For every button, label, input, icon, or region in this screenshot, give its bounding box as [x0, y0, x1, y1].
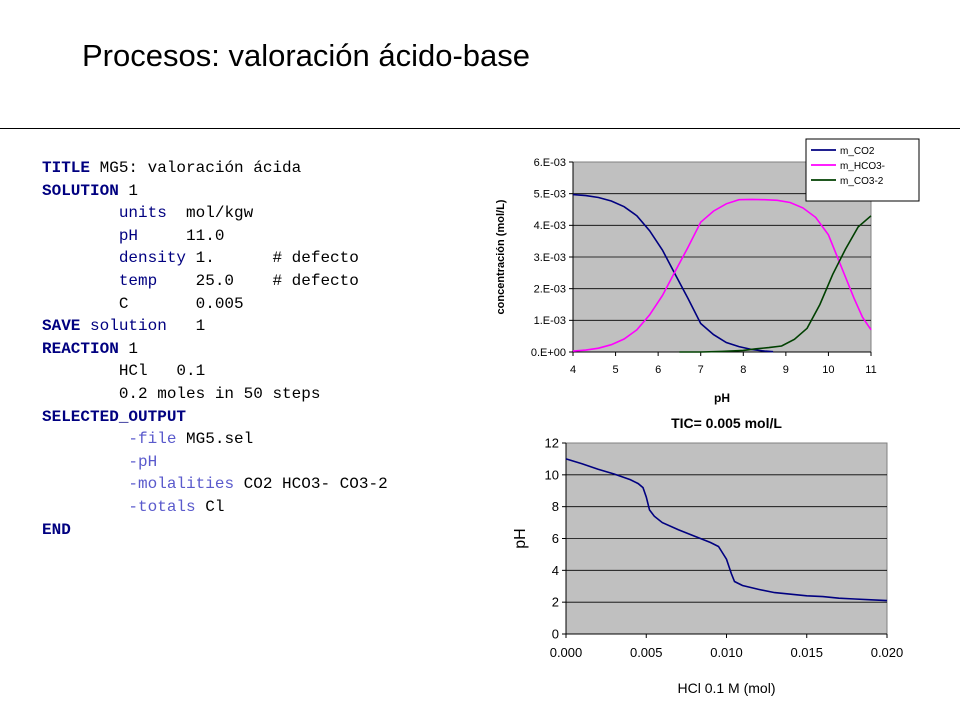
chart-title: TIC= 0.005 mol/L [671, 415, 782, 431]
y-tick-label: 4 [552, 563, 559, 578]
y-axis-label: concentración (mol/L) [495, 199, 507, 314]
code-line: C 0.005 [42, 293, 388, 316]
y-tick-label: 4.E-03 [534, 220, 566, 232]
code-line: pH 11.0 [42, 225, 388, 248]
y-tick-label: 6 [552, 531, 559, 546]
series-line-m_HCO3- [572, 198, 872, 352]
code-line: SOLUTION 1 [42, 180, 388, 203]
x-tick-label: 0.020 [871, 645, 904, 660]
code-line: TITLE MG5: valoración ácida [42, 157, 388, 180]
y-tick-label: 2 [552, 595, 559, 610]
code-line: SELECTED_OUTPUT [42, 406, 388, 429]
x-tick-label: 0.010 [710, 645, 743, 660]
y-axis-label: pH [512, 528, 529, 548]
x-axis-label: HCl 0.1 M (mol) [677, 680, 775, 696]
code-identifier: temp [118, 271, 158, 290]
phreeqc-input-code: TITLE MG5: valoración ácida SOLUTION 1 un… [42, 157, 388, 541]
code-identifier: density [118, 249, 187, 268]
code-line: 0.2 moles in 50 steps [42, 383, 388, 406]
x-tick-label: 0.005 [630, 645, 663, 660]
code-line: REACTION 1 [42, 338, 388, 361]
code-identifier: -pH [128, 452, 158, 471]
code-line: END [42, 519, 388, 542]
y-tick-label: 1.E-03 [534, 315, 566, 327]
code-identifier: pH [118, 226, 139, 245]
x-tick-label: 8 [740, 364, 746, 376]
x-axis-label: pH [714, 391, 730, 405]
y-tick-label: 8 [552, 499, 559, 514]
code-line: units mol/kgw [42, 202, 388, 225]
code-value: 11.0 [138, 226, 225, 245]
code-line: HCl 0.1 [42, 360, 388, 383]
code-keyword: END [42, 520, 71, 539]
y-tick-label: 0.E+00 [531, 347, 566, 359]
code-line: -molalities CO2 HCO3- CO3-2 [42, 473, 388, 496]
y-tick-label: 6.E-03 [534, 157, 566, 169]
code-value: 25.0 # defecto [157, 271, 359, 290]
x-tick-label: 11 [865, 364, 876, 376]
series-line-ph [565, 458, 888, 602]
code-line: density 1. # defecto [42, 247, 388, 270]
code-value: Cl [195, 497, 225, 516]
x-tick-label: 6 [655, 364, 661, 376]
x-tick-label: 0.000 [550, 645, 583, 660]
code-value: 1 [118, 339, 139, 358]
code-keyword: REACTION [42, 339, 119, 358]
x-tick-label: 10 [822, 364, 834, 376]
code-identifier: solution [80, 317, 167, 336]
code-line: -totals Cl [42, 496, 388, 519]
x-tick-label: 5 [613, 364, 619, 376]
y-tick-label: 5.E-03 [534, 189, 566, 201]
code-line: -file MG5.sel [42, 428, 388, 451]
y-tick-label: 12 [545, 436, 559, 451]
code-keyword: SOLUTION [42, 181, 119, 200]
y-tick-label: 10 [545, 467, 559, 482]
x-tick-label: 0.015 [790, 645, 823, 660]
y-tick-label: 3.E-03 [534, 252, 566, 264]
title-divider [0, 128, 960, 129]
code-value: CO2 HCO3- CO3-2 [234, 475, 388, 494]
series-line-m_CO2 [572, 193, 774, 353]
code-value: 1. # defecto [186, 249, 359, 268]
code-value: C 0.005 [118, 294, 244, 313]
code-value: MG5: valoración ácida [90, 159, 302, 177]
code-value: HCl 0.1 [118, 362, 206, 381]
y-tick-label: 2.E-03 [534, 284, 566, 296]
legend-label: m_CO2 [840, 146, 875, 157]
code-identifier: units [118, 204, 167, 223]
code-line: SAVE solution 1 [42, 315, 388, 338]
code-value: mol/kgw [166, 204, 254, 223]
code-line: -pH [42, 451, 388, 474]
legend-label: m_CO3-2 [840, 176, 884, 187]
code-keyword: SELECTED_OUTPUT [42, 407, 187, 426]
code-keyword: TITLE [42, 159, 91, 177]
slide-title: Procesos: valoración ácido-base [82, 38, 531, 73]
x-tick-label: 7 [698, 364, 704, 376]
code-identifier: -molalities [128, 475, 235, 494]
code-identifier: -totals [128, 497, 196, 516]
code-line: temp 25.0 # defecto [42, 270, 388, 293]
code-value: 1 [166, 317, 206, 336]
code-value: 0.2 moles in 50 steps [118, 384, 321, 403]
series-line-m_CO3-2 [679, 215, 872, 353]
legend-label: m_HCO3- [840, 161, 885, 172]
code-keyword: SAVE [42, 317, 81, 336]
y-tick-label: 0 [552, 627, 559, 642]
x-tick-label: 4 [570, 364, 576, 376]
code-value: 1 [118, 181, 139, 200]
x-tick-label: 9 [783, 364, 789, 376]
code-identifier: -file [128, 430, 177, 449]
code-value: MG5.sel [176, 430, 254, 449]
